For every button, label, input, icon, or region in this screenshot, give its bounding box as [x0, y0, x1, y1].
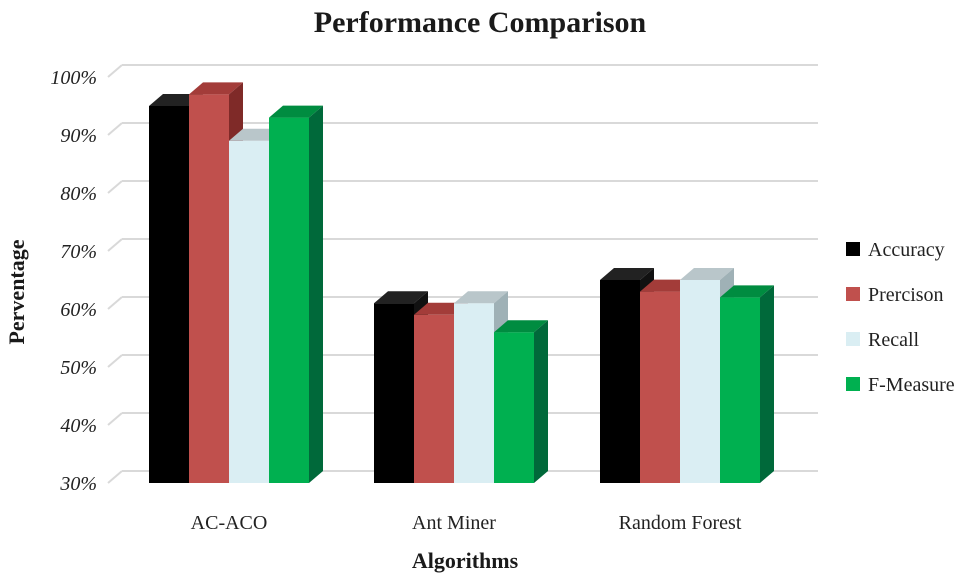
x-axis-title: Algorithms	[412, 548, 519, 573]
y-tick-label: 40%	[60, 415, 97, 437]
bar	[189, 94, 229, 484]
gridline-diagonal	[107, 180, 123, 194]
y-tick-label: 100%	[50, 67, 97, 89]
bar	[680, 280, 720, 483]
bar	[374, 303, 414, 483]
bar-group	[494, 320, 548, 483]
gridline-diagonal	[107, 470, 123, 484]
bar-top	[269, 105, 323, 118]
legend-swatch	[846, 242, 860, 256]
bar-top	[454, 291, 508, 304]
y-tick-label: 70%	[60, 241, 97, 263]
bar-top	[680, 268, 734, 280]
bar	[600, 280, 640, 483]
gridline-diagonal	[107, 238, 123, 252]
gridline-diagonal	[107, 354, 123, 368]
bar-group	[680, 268, 734, 483]
bar-top	[189, 82, 243, 95]
bar-side	[760, 285, 774, 483]
gridline-diagonal	[107, 64, 123, 78]
bar	[269, 117, 309, 483]
legend-label: Accuracy	[868, 239, 945, 261]
y-tick-label: 80%	[60, 183, 97, 205]
x-tick-label: Random Forest	[619, 512, 742, 534]
bar	[640, 291, 680, 483]
bar-top	[494, 320, 548, 333]
bar	[229, 140, 269, 484]
gridline-diagonal	[107, 122, 123, 136]
y-tick-label: 60%	[60, 299, 97, 321]
x-axis-categories: AC-ACO Ant Miner Random Forest	[191, 512, 742, 534]
chart-title: Performance Comparison	[314, 6, 647, 39]
bar-top	[720, 285, 774, 298]
legend-label: Prercison	[868, 284, 944, 306]
legend-swatch	[846, 287, 860, 301]
legend-label: F-Measure	[868, 374, 955, 396]
legend-label: Recall	[868, 329, 920, 351]
y-axis-title: Perventage	[4, 239, 29, 344]
bar-side	[309, 105, 323, 483]
bar	[454, 303, 494, 483]
legend: Accuracy Prercison Recall F-Measure	[846, 239, 955, 396]
y-tick-label: 50%	[60, 357, 97, 379]
bar-group	[720, 285, 774, 483]
x-tick-label: Ant Miner	[412, 512, 496, 534]
bar	[149, 106, 189, 483]
bar-top	[374, 291, 428, 304]
y-tick-label: 30%	[59, 473, 97, 495]
bar-group	[374, 291, 428, 483]
bar-side	[534, 320, 548, 483]
x-tick-label: AC-ACO	[191, 512, 268, 534]
gridline-diagonal	[107, 296, 123, 310]
bar	[414, 314, 454, 483]
legend-swatch	[846, 377, 860, 391]
bar-group	[269, 105, 323, 483]
bars	[149, 82, 774, 484]
legend-swatch	[846, 332, 860, 346]
bar	[494, 332, 534, 483]
y-tick-label: 90%	[60, 125, 97, 147]
gridline-diagonal	[107, 412, 123, 426]
y-axis-ticks: 30% 40% 50% 60% 70% 80% 90% 100%	[50, 67, 97, 495]
bar	[720, 297, 760, 483]
bar-top	[600, 268, 654, 280]
